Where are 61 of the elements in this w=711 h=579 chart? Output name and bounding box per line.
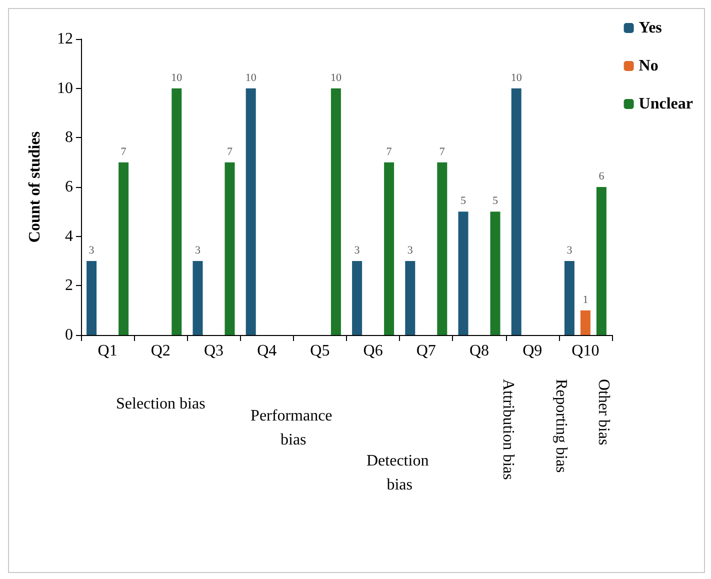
bar — [580, 310, 590, 335]
legend-label: No — [638, 58, 658, 74]
x-tick-label: Q1 — [98, 342, 118, 360]
text: Performance bias — [250, 408, 336, 448]
data-label: 1 — [582, 294, 588, 306]
x-tick-label: Q6 — [363, 342, 383, 360]
x-tick-label: Q4 — [257, 342, 277, 360]
bar — [118, 162, 129, 335]
data-label: 10 — [330, 72, 342, 84]
y-axis-title: Count of studies — [26, 131, 44, 243]
data-label: 3 — [195, 244, 201, 256]
bar — [224, 162, 235, 335]
y-tick-label: 2 — [65, 277, 73, 294]
data-label: 3 — [88, 244, 95, 256]
data-label: 10 — [510, 72, 522, 84]
legend-label: Yes — [638, 20, 662, 36]
y-tick-label: 4 — [65, 228, 73, 245]
text: Detection bias — [366, 452, 433, 494]
bar — [246, 88, 256, 335]
x-tick-label: Q2 — [150, 342, 170, 360]
text: Other bias — [594, 379, 612, 446]
y-tick-label: 8 — [65, 129, 73, 146]
bar — [405, 261, 416, 335]
data-label: 10 — [171, 72, 183, 84]
bar — [458, 212, 468, 335]
y-tick-label: 6 — [65, 178, 73, 196]
data-label: 6 — [598, 170, 605, 182]
bar — [384, 162, 394, 335]
bar — [596, 187, 606, 335]
data-label: 3 — [407, 244, 414, 256]
data-label: 7 — [120, 146, 127, 158]
x-tick-label: Q3 — [204, 342, 224, 360]
bar — [352, 261, 362, 335]
x-tick-label: Q10 — [572, 342, 600, 360]
bar — [511, 88, 522, 335]
bar — [437, 162, 448, 335]
data-label: 5 — [492, 195, 498, 208]
x-tick-label: Q7 — [416, 342, 436, 360]
legend-label: Unclear — [638, 96, 693, 112]
text: Attribution bias — [499, 379, 516, 480]
bar — [490, 212, 500, 335]
data-label: 7 — [227, 146, 233, 158]
bar — [172, 88, 182, 335]
bar — [564, 261, 574, 335]
data-label: 3 — [354, 244, 360, 256]
y-tick-label: 12 — [57, 30, 73, 48]
bar — [86, 261, 97, 335]
x-tick-label: Q5 — [310, 342, 330, 360]
bar — [192, 261, 203, 335]
data-label: 5 — [460, 195, 466, 208]
x-tick-label: Q8 — [469, 342, 490, 360]
data-label: 3 — [566, 244, 573, 256]
text: Selection bias — [116, 396, 206, 412]
data-label: 7 — [439, 146, 446, 158]
data-label: 7 — [386, 146, 392, 158]
y-tick-label: 10 — [57, 80, 73, 97]
data-label: 10 — [245, 72, 257, 84]
text: Reporting bias — [552, 379, 570, 473]
bar — [330, 88, 341, 335]
y-tick-label: 0 — [65, 326, 73, 344]
x-tick-label: Q9 — [522, 342, 542, 360]
